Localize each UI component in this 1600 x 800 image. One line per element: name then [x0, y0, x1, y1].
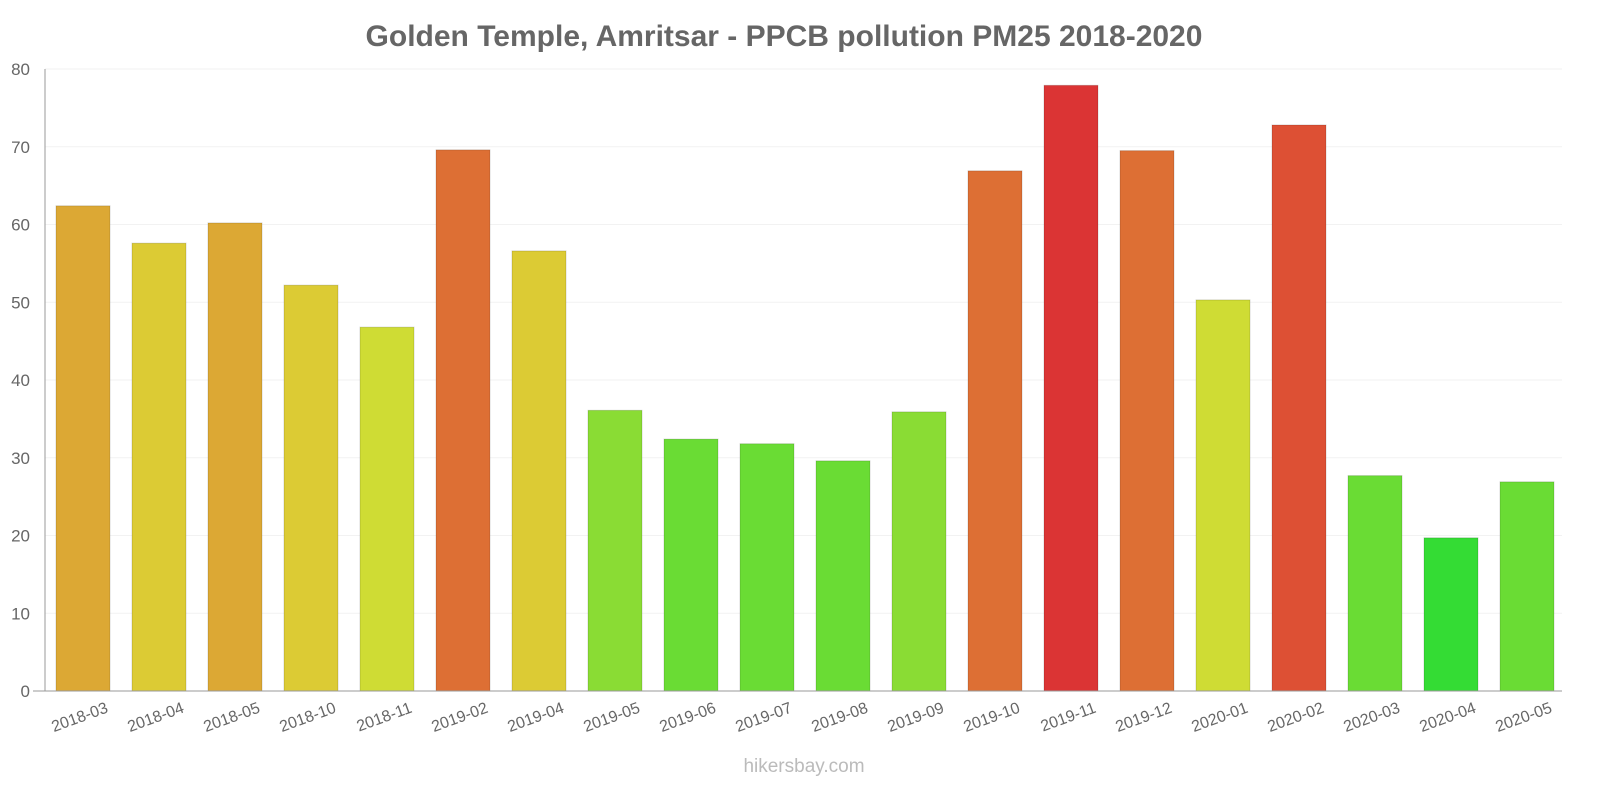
x-tick-label: 2018-03	[49, 700, 110, 736]
bar-2020-04[interactable]	[1423, 537, 1479, 692]
y-tick-label: 80	[11, 60, 30, 79]
bar-2019-12[interactable]	[1119, 150, 1175, 692]
bar-2019-11[interactable]	[1043, 84, 1099, 692]
y-tick-label: 20	[11, 527, 30, 546]
chart-title: Golden Temple, Amritsar - PPCB pollution…	[366, 20, 1203, 53]
x-tick-label: 2020-04	[1417, 700, 1478, 736]
y-tick-label: 10	[11, 604, 30, 623]
y-tick-label: 60	[11, 216, 30, 235]
x-tick-label: 2019-11	[1038, 700, 1098, 736]
bar-2019-10[interactable]	[967, 170, 1023, 692]
bar-2020-01[interactable]	[1195, 299, 1251, 692]
bar-2018-10[interactable]	[283, 284, 339, 692]
x-tick-label: 2020-01	[1189, 700, 1250, 736]
watermark: hikersbay.com	[743, 756, 864, 777]
x-tick-label: 2018-10	[277, 700, 338, 736]
x-tick-label: 2019-07	[733, 700, 794, 736]
y-tick-label: 40	[11, 371, 30, 390]
bar-2018-03[interactable]	[55, 205, 111, 692]
y-tick-label: 0	[21, 682, 30, 701]
bar-2019-06[interactable]	[663, 438, 719, 692]
bar-2019-04[interactable]	[511, 250, 567, 692]
x-tick-label: 2018-05	[201, 700, 262, 736]
x-tick-label: 2019-08	[809, 700, 870, 736]
y-tick-label: 70	[11, 138, 30, 157]
bar-2018-05[interactable]	[207, 222, 263, 692]
bar-2018-04[interactable]	[131, 242, 187, 692]
bar-2019-05[interactable]	[587, 409, 643, 692]
x-tick-label: 2018-11	[354, 700, 414, 736]
y-tick-label: 50	[11, 293, 30, 312]
y-tick-label: 30	[11, 449, 30, 468]
x-tick-label: 2020-02	[1265, 700, 1326, 736]
x-tick-label: 2019-06	[657, 700, 718, 736]
x-tick-label: 2019-05	[581, 700, 642, 736]
bar-2020-05[interactable]	[1499, 481, 1555, 692]
x-tick-label: 2019-10	[961, 700, 1022, 736]
bar-2020-03[interactable]	[1347, 475, 1403, 692]
bar-2019-07[interactable]	[739, 443, 795, 692]
x-tick-label: 2019-04	[505, 700, 566, 736]
x-tick-label: 2020-05	[1493, 700, 1554, 736]
x-tick-label: 2018-04	[125, 700, 186, 736]
bar-2019-08[interactable]	[815, 460, 871, 692]
bar-2019-09[interactable]	[891, 411, 947, 692]
x-tick-label: 2019-12	[1113, 700, 1174, 736]
x-tick-label: 2019-02	[429, 700, 490, 736]
x-tick-label: 2019-09	[885, 700, 946, 736]
bar-2020-02[interactable]	[1271, 124, 1327, 692]
bar-2018-11[interactable]	[359, 326, 415, 692]
x-tick-label: 2020-03	[1341, 700, 1402, 736]
bar-2019-02[interactable]	[435, 149, 491, 692]
